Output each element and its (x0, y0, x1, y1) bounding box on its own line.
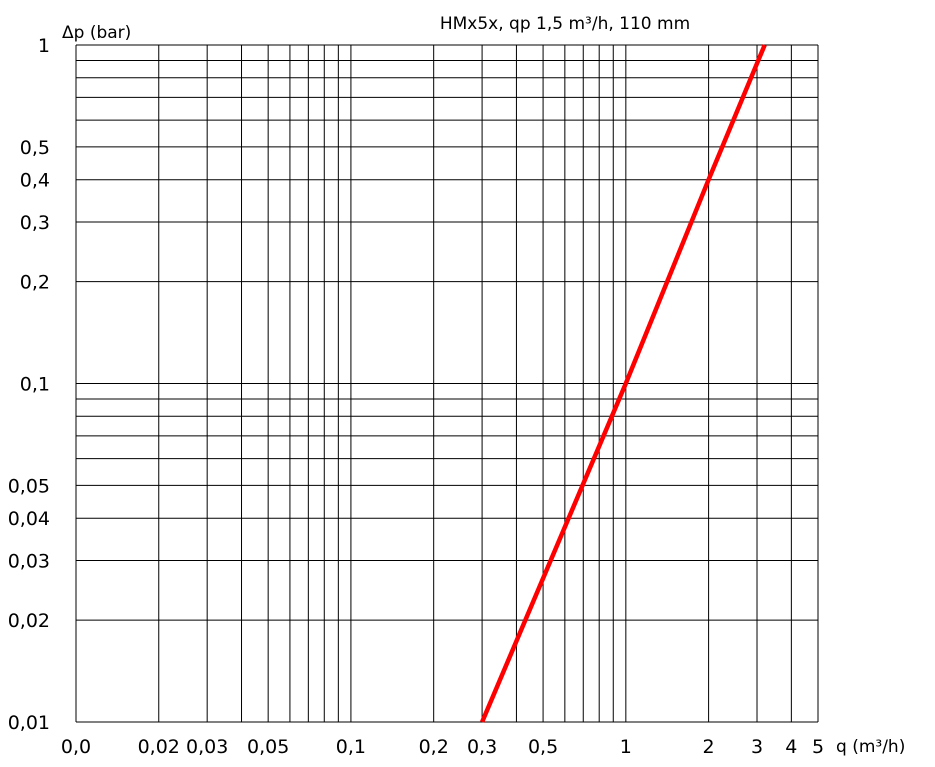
x-tick-label: 2 (703, 736, 715, 758)
x-tick-label: 0,5 (528, 736, 558, 758)
x-tick-label: 4 (785, 736, 797, 758)
y-tick-label: 0,05 (8, 475, 50, 497)
series-line (480, 44, 767, 723)
y-tick-label: 0,02 (8, 610, 50, 632)
y-tick-label: 0,03 (8, 550, 50, 572)
y-tick-label: 0,4 (20, 170, 50, 192)
y-tick-label: 0,3 (20, 212, 50, 234)
x-tick-label: 0,0 (61, 736, 91, 758)
grid (75, 44, 819, 723)
y-tick-label: 0,01 (8, 712, 50, 734)
y-tick-label: 0,2 (20, 272, 50, 294)
x-tick-label: 0,05 (247, 736, 289, 758)
x-axis-label: q (m³/h) (836, 737, 905, 757)
y-tick-label: 0,5 (20, 137, 50, 159)
x-tick-label: 5 (812, 736, 824, 758)
x-tick-label: 1 (620, 736, 632, 758)
x-tick-label: 0,02 (138, 736, 180, 758)
y-tick-label: 0,1 (20, 374, 50, 396)
x-tick-label: 0,03 (186, 736, 228, 758)
series-layer (480, 44, 767, 723)
y-tick-label: 0,04 (8, 508, 50, 530)
labels: 0,0 0,02 0,03 0,05 0,1 0,2 0,3 0,5 1 2 3 4 5 0,01 0,02… (8, 35, 824, 758)
x-tick-label: 0,1 (336, 736, 366, 758)
x-tick-label: 0,2 (419, 736, 449, 758)
x-tick-label: 0,3 (467, 736, 497, 758)
y-tick-label: 1 (38, 35, 50, 57)
x-tick-label: 3 (751, 736, 763, 758)
chart-title: HMx5x, qp 1,5 m³/h, 110 mm (440, 14, 690, 34)
y-axis-label: Δp (bar) (62, 23, 131, 43)
